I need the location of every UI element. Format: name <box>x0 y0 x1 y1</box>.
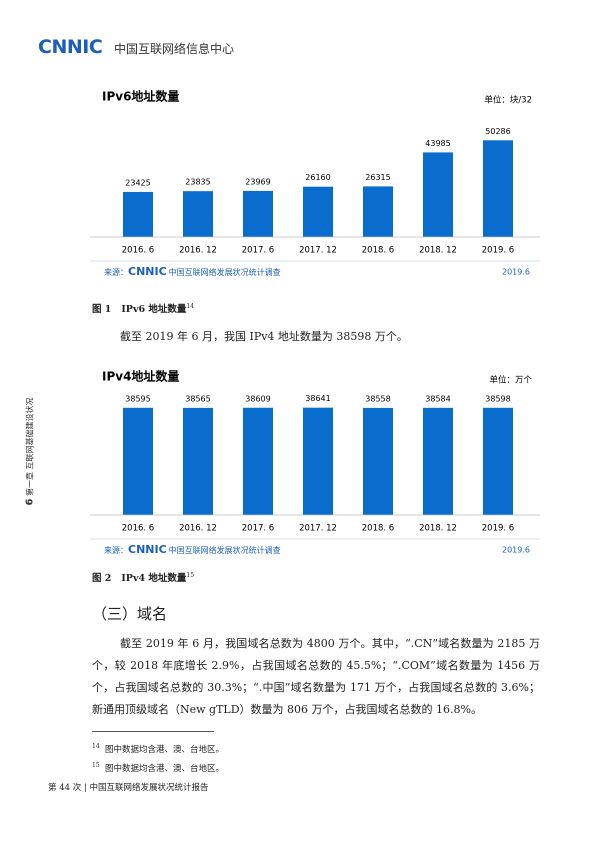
data-label: 38584 <box>425 394 450 403</box>
chart: IPv4地址数量 单位：万个 38595 2016. 6 38565 2016. 12 38… <box>90 369 540 556</box>
footnote-text: 图中数据均含港、澳、台地区。 <box>105 745 225 755</box>
footer: 第 44 次 | 中国互联网络发展状况统计报告 <box>48 783 209 793</box>
bar <box>123 191 153 237</box>
x-tick-label: 2016. 12 <box>179 246 217 256</box>
data-label: 23969 <box>245 177 270 186</box>
data-label: 38558 <box>365 394 390 403</box>
caption-label: 图 1 <box>92 304 112 315</box>
data-label: 43985 <box>425 139 450 148</box>
x-tick-label: 2017. 12 <box>299 524 337 534</box>
page-number: 6 <box>24 498 36 506</box>
source-name: 中国互联网络发展状况统计调查 <box>169 545 281 555</box>
section-heading: （三）域名 <box>92 605 168 623</box>
caption: 图 1 IPv6 地址数量14 <box>92 301 194 315</box>
source: 来源：CNNIC 中国互联网络发展状况统计调查 <box>104 543 281 556</box>
footnote-mark: 14 <box>92 743 100 751</box>
data-label: 26315 <box>365 173 390 182</box>
x-tick-label: 2018. 12 <box>419 524 457 534</box>
footnote-text: 图中数据均含港、澳、台地区。 <box>105 764 225 774</box>
unit-label: 单位：块/32 <box>484 95 532 106</box>
caption-text: IPv6 地址数量 <box>121 304 187 315</box>
caption: 图 2 IPv4 地址数量15 <box>92 570 194 584</box>
chart: IPv6地址数量 单位：块/32 23425 2016. 6 23835 2016. 12… <box>90 89 540 278</box>
source-logo: CNNIC <box>128 543 167 556</box>
x-tick-label: 2017. 6 <box>242 524 274 534</box>
data-label: 38598 <box>485 394 510 403</box>
paragraph: 截至 2019 年 6 月，我国 IPv4 地址数量为 38598 万个。 <box>120 330 408 343</box>
bar <box>483 407 513 515</box>
source-prefix: 来源： <box>104 546 128 555</box>
bar <box>363 186 393 237</box>
bar <box>303 407 333 515</box>
footnote-ref: 15 <box>186 571 195 579</box>
bar <box>183 191 213 237</box>
caption-text: IPv4 地址数量 <box>121 573 187 584</box>
x-tick-label: 2018. 6 <box>362 524 394 534</box>
caption-label: 图 2 <box>92 573 112 584</box>
bar <box>483 140 513 237</box>
x-tick-label: 2016. 6 <box>122 524 154 534</box>
data-label: 23425 <box>125 178 150 187</box>
x-tick-label: 2017. 12 <box>299 246 337 256</box>
data-label: 26160 <box>305 173 330 182</box>
x-tick-label: 2018. 6 <box>362 246 394 256</box>
bar <box>423 407 453 515</box>
footnote-mark: 15 <box>92 762 100 770</box>
unit-label: 单位：万个 <box>489 375 532 386</box>
paragraph: 截至 2019 年 6 月，我国域名总数为 4800 万个。其中，“.CN”域名… <box>92 637 540 716</box>
data-label: 38565 <box>185 394 210 403</box>
source-name: 中国互联网络发展状况统计调查 <box>169 267 281 277</box>
footnote-rule <box>92 731 214 732</box>
source: 来源：CNNIC 中国互联网络发展状况统计调查 <box>104 265 281 278</box>
x-tick-label: 2016. 6 <box>122 246 154 256</box>
footnote-ref: 14 <box>186 302 195 310</box>
chapter-title: 第一章 互联网基础建设状况 <box>25 397 35 496</box>
bar <box>243 190 273 237</box>
source-date: 2019.6 <box>502 268 530 277</box>
x-tick-label: 2019. 6 <box>482 246 514 256</box>
bar <box>243 407 273 515</box>
bar <box>423 152 453 237</box>
data-label: 23835 <box>185 178 210 187</box>
data-label: 38609 <box>245 394 270 403</box>
source-date: 2019.6 <box>502 546 530 555</box>
data-label: 38641 <box>305 394 330 403</box>
side-label: 6 第一章 互联网基础建设状况 <box>24 346 36 506</box>
bar <box>183 407 213 515</box>
logo: CNNIC <box>38 36 103 58</box>
data-label: 38595 <box>125 394 150 403</box>
x-tick-label: 2019. 6 <box>482 524 514 534</box>
source-logo: CNNIC <box>128 265 167 278</box>
chart-title: IPv4地址数量 <box>102 369 179 384</box>
source-prefix: 来源： <box>104 268 128 277</box>
data-label: 50286 <box>485 127 510 136</box>
x-tick-label: 2016. 12 <box>179 524 217 534</box>
footnote: 14 图中数据均含港、澳、台地区。 <box>92 743 224 755</box>
bar <box>363 407 393 515</box>
footnote: 15 图中数据均含港、澳、台地区。 <box>92 762 224 774</box>
bar <box>123 407 153 515</box>
chart-title: IPv6地址数量 <box>102 89 179 104</box>
x-tick-label: 2018. 12 <box>419 246 457 256</box>
x-tick-label: 2017. 6 <box>242 246 274 256</box>
org-name: 中国互联网络信息中心 <box>114 42 235 56</box>
bar <box>303 186 333 237</box>
